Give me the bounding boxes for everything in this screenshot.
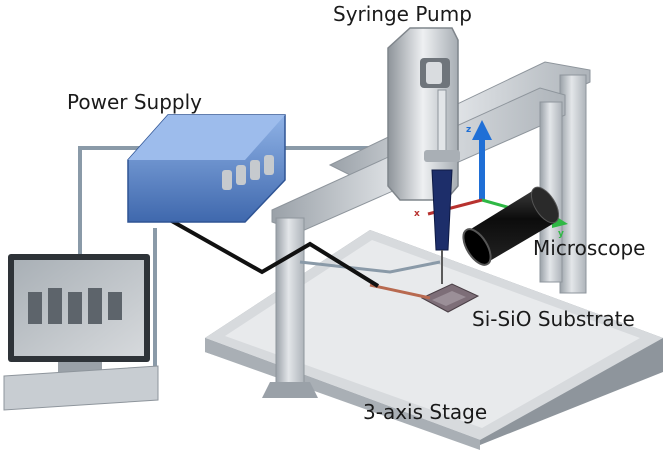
y-axis-label: y [558,229,564,239]
stage-label: 3-axis Stage [363,400,488,424]
x-axis-label: x [414,209,420,219]
power-supply-label: Power Supply [67,90,202,114]
syringe-pump [387,27,460,201]
z-axis-label: z [466,125,471,135]
microscope [462,186,560,266]
syringe-pump-label: Syringe Pump [333,2,472,26]
si-sio-substrate [420,283,480,313]
substrate-label: Si-SiO Substrate [472,307,635,331]
microscope-label: Microscope [533,236,646,260]
computer-monitor [3,254,159,411]
power-supply [127,114,286,223]
stage-base [205,230,663,450]
power-supply-knob-icon [222,170,232,190]
electrode-wires [299,260,441,300]
syringe [431,169,453,284]
power-cable [169,218,380,288]
screen-image [28,288,122,324]
